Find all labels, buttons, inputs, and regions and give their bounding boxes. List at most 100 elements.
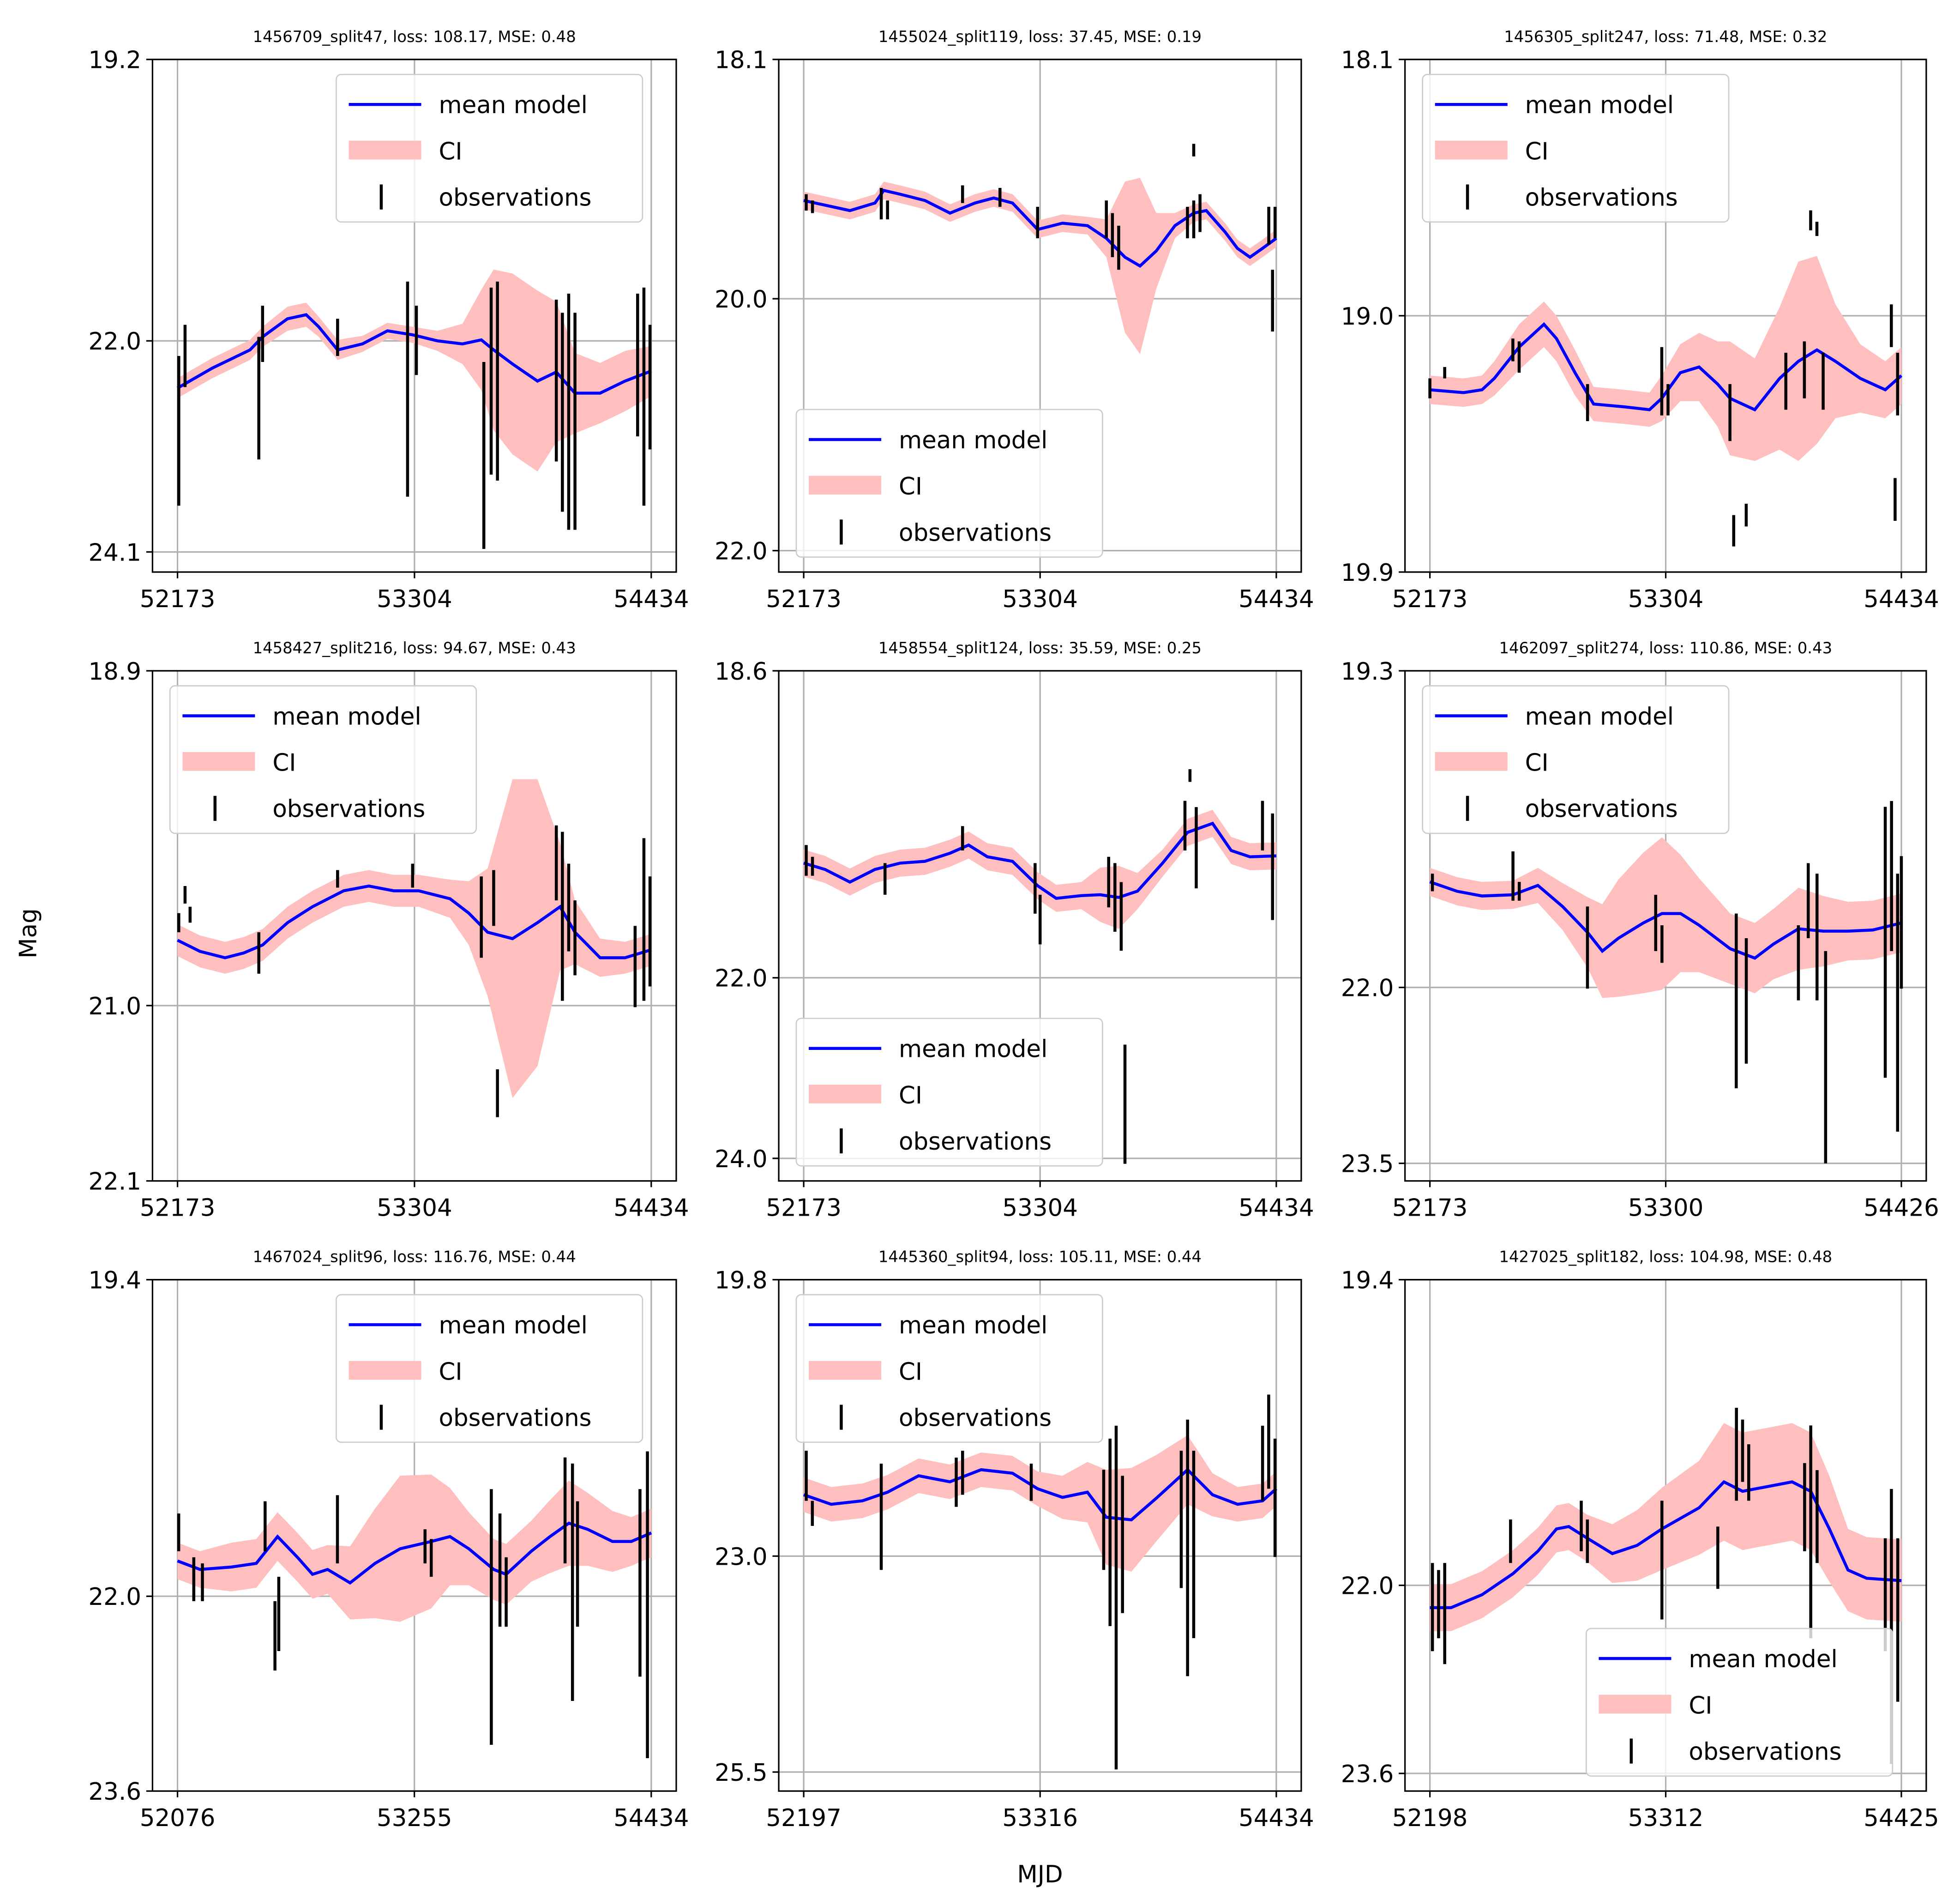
panel-title: 1458554_split124, loss: 35.59, MSE: 0.25 — [878, 639, 1202, 657]
legend-label: observations — [272, 796, 425, 823]
y-tick-label: 18.1 — [715, 47, 768, 74]
x-tick-label: 54434 — [1239, 585, 1314, 613]
legend-label: observations — [1525, 796, 1678, 823]
ci-band — [804, 178, 1276, 355]
x-tick-label: 53304 — [377, 585, 452, 613]
legend-label: CI — [899, 473, 922, 500]
x-tick-label: 52076 — [140, 1804, 216, 1832]
mean-model-line — [176, 313, 652, 395]
x-tick-label: 54434 — [1239, 1804, 1314, 1832]
legend: mean model CI observations — [795, 1018, 1103, 1167]
ci-band — [177, 1474, 651, 1622]
legend-label: observations — [899, 1404, 1052, 1432]
panel-title: 1427025_split182, loss: 104.98, MSE: 0.4… — [1499, 1248, 1832, 1266]
x-tick-label: 53312 — [1628, 1804, 1704, 1832]
panel-title: 1467024_split96, loss: 116.76, MSE: 0.44 — [253, 1248, 576, 1266]
legend-ci-swatch — [182, 752, 255, 771]
legend-label: mean model — [1525, 91, 1674, 119]
legend-label: CI — [439, 1358, 462, 1386]
y-tick-label: 25.5 — [715, 1759, 768, 1787]
panel-8: 52197 53316 54434 19.8 23.0 25.5 1445360_split… — [715, 1248, 1314, 1832]
y-tick-label: 19.4 — [1341, 1267, 1394, 1295]
x-tick-label: 54434 — [613, 1804, 689, 1832]
x-tick-label: 53304 — [1628, 585, 1704, 613]
axes-frame — [778, 59, 1302, 573]
legend-box — [336, 1294, 643, 1443]
legend-label: mean model — [439, 1312, 587, 1339]
legend-label: CI — [1689, 1692, 1712, 1719]
legend-ci-swatch — [809, 1361, 882, 1380]
legend-label: observations — [439, 184, 591, 212]
y-axis-label: Mag — [15, 908, 42, 959]
legend-label: CI — [1525, 138, 1549, 165]
x-tick-label: 52173 — [140, 585, 216, 613]
y-tick-label: 19.3 — [1341, 658, 1394, 686]
y-tick-label: 18.6 — [715, 658, 768, 686]
legend-box — [1585, 1628, 1894, 1777]
y-tick-label: 22.0 — [715, 965, 768, 993]
panel-3: 52173 53304 54434 18.1 19.0 19.9 1456305_split… — [1341, 28, 1939, 613]
panel-title: 1456709_split47, loss: 108.17, MSE: 0.48 — [253, 28, 576, 46]
y-tick-label: 24.0 — [715, 1145, 768, 1173]
legend: mean model CI observations — [1422, 685, 1730, 834]
legend-label: observations — [1689, 1738, 1841, 1766]
legend-box — [795, 1018, 1103, 1167]
x-tick-label: 54426 — [1864, 1194, 1939, 1222]
mean-model-line — [803, 188, 1277, 268]
y-tick-label: 22.0 — [88, 328, 141, 356]
y-tick-label: 22.0 — [1341, 1573, 1394, 1600]
legend: mean model CI observations — [1585, 1628, 1894, 1777]
y-tick-label: 24.1 — [88, 539, 141, 567]
y-tick-label: 23.0 — [715, 1543, 768, 1571]
x-axis-label: MJD — [1017, 1861, 1063, 1888]
ci-band — [177, 779, 651, 1098]
legend-label: CI — [899, 1082, 922, 1109]
mean-model-line — [1429, 880, 1902, 960]
legend-label: CI — [272, 749, 296, 777]
y-tick-label: 23.5 — [1341, 1151, 1394, 1178]
x-tick-label: 54434 — [613, 1194, 689, 1222]
mean-model-line — [803, 821, 1276, 900]
legend: mean model CI observations — [795, 1294, 1103, 1443]
y-tick-label: 23.6 — [1341, 1760, 1394, 1788]
legend-ci-swatch — [1599, 1694, 1671, 1714]
legend-label: CI — [1525, 749, 1549, 777]
legend-box — [169, 685, 477, 834]
ci-band — [177, 269, 651, 472]
panel-4: 52173 53304 54434 18.9 21.0 22.1 1458427_split… — [88, 639, 689, 1222]
y-tick-label: 19.0 — [1341, 303, 1394, 331]
legend-box — [795, 409, 1103, 558]
x-tick-label: 52197 — [766, 1804, 842, 1832]
panel-1: 52173 53304 54434 19.2 22.0 24.1 1456709_split… — [88, 28, 689, 613]
legend-label: mean model — [1689, 1646, 1837, 1673]
legend-label: observations — [899, 1128, 1052, 1156]
x-tick-label: 52173 — [1392, 585, 1468, 613]
legend-label: CI — [899, 1358, 922, 1386]
x-tick-label: 53304 — [1002, 1194, 1078, 1222]
x-tick-label: 52173 — [766, 1194, 842, 1222]
panel-title: 1445360_split94, loss: 105.11, MSE: 0.44 — [878, 1248, 1202, 1266]
legend-ci-swatch — [809, 476, 882, 495]
x-tick-label: 53300 — [1628, 1194, 1704, 1222]
panel-title: 1462097_split274, loss: 110.86, MSE: 0.4… — [1499, 639, 1832, 657]
x-tick-label: 52198 — [1392, 1804, 1468, 1832]
legend-box — [795, 1294, 1103, 1443]
x-tick-label: 53255 — [377, 1804, 452, 1832]
x-tick-label: 52173 — [766, 585, 842, 613]
legend-label: observations — [899, 519, 1052, 547]
y-tick-label: 19.8 — [715, 1267, 768, 1295]
y-tick-label: 21.0 — [88, 993, 141, 1020]
legend-ci-swatch — [1435, 752, 1508, 771]
legend-box — [336, 73, 643, 223]
x-tick-label: 54425 — [1864, 1804, 1939, 1832]
axes-frame — [778, 670, 1302, 1182]
y-tick-label: 19.4 — [88, 1267, 141, 1295]
panel-6: 52173 53300 54426 19.3 22.0 23.5 1462097_split… — [1341, 639, 1939, 1222]
x-tick-label: 54434 — [1864, 585, 1939, 613]
legend-label: observations — [439, 1404, 591, 1432]
legend-label: mean model — [899, 427, 1047, 454]
x-tick-label: 53316 — [1002, 1804, 1078, 1832]
x-tick-label: 54434 — [613, 585, 689, 613]
y-tick-label: 22.1 — [88, 1168, 141, 1196]
x-tick-label: 53304 — [1002, 585, 1078, 613]
